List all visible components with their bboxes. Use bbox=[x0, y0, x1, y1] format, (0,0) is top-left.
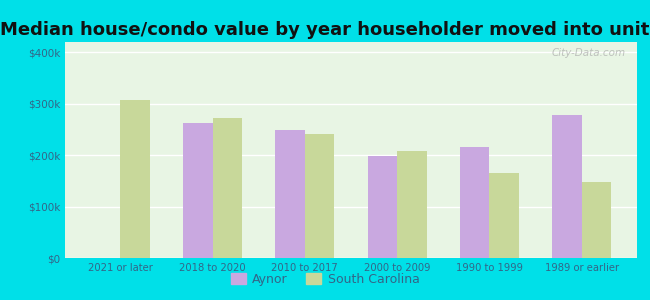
Bar bbox=[368, 156, 397, 258]
Bar bbox=[489, 173, 519, 258]
Bar bbox=[276, 130, 305, 258]
Bar bbox=[552, 115, 582, 258]
Bar bbox=[305, 134, 334, 258]
Bar bbox=[120, 100, 150, 258]
Text: Median house/condo value by year householder moved into unit: Median house/condo value by year househo… bbox=[0, 21, 650, 39]
Text: City-Data.com: City-Data.com bbox=[551, 49, 625, 58]
Bar bbox=[460, 147, 489, 258]
Bar bbox=[213, 118, 242, 258]
Bar bbox=[582, 182, 611, 258]
Bar bbox=[397, 151, 426, 258]
Legend: Aynor, South Carolina: Aynor, South Carolina bbox=[226, 268, 424, 291]
Bar bbox=[183, 123, 213, 258]
